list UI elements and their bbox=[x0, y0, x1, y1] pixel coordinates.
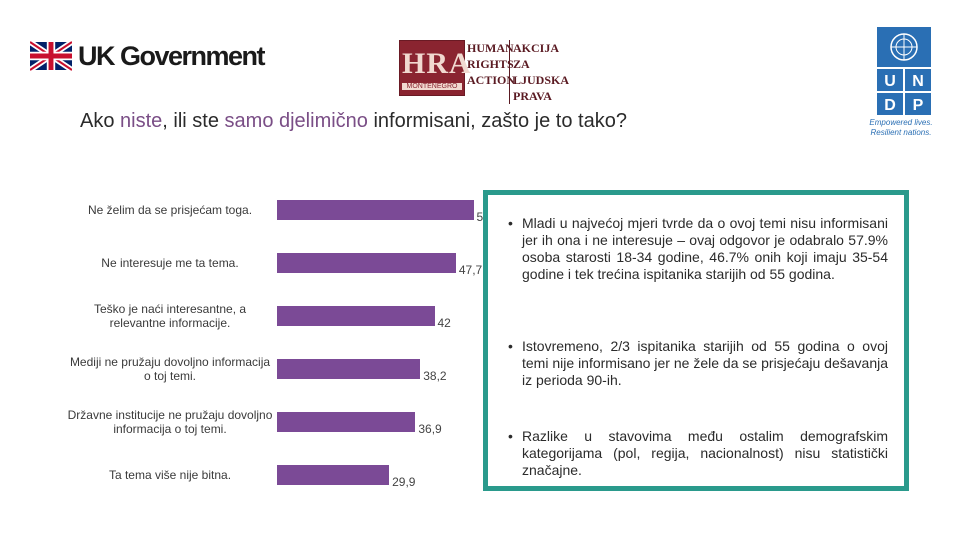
findings-box: Mladi u najvećoj mjeri tvrde da o ovoj t… bbox=[483, 190, 909, 491]
bar bbox=[277, 200, 474, 220]
bar bbox=[277, 253, 456, 273]
hra-logo-letters: HRA bbox=[402, 47, 472, 80]
category-label: Ne želim da se prisjećam toga. bbox=[87, 203, 253, 217]
finding-bullet: Istovremeno, 2/3 ispitanika starijih od … bbox=[508, 338, 888, 389]
bar bbox=[277, 306, 435, 326]
bar bbox=[277, 412, 416, 432]
undp-tagline-line: Empowered lives. bbox=[869, 118, 933, 127]
hra-logo-local: AKCIJA ZA LJUDSKA PRAVA bbox=[509, 40, 569, 104]
category-label: Državne institucije ne pružaju dovoljno … bbox=[67, 408, 273, 436]
undp-logo: U N D P bbox=[873, 27, 935, 115]
category-label: Ne interesuje me ta tema. bbox=[101, 256, 239, 270]
category-label: Teško je naći interesantne, a relevantne… bbox=[93, 302, 247, 330]
value-label: 47,7 bbox=[458, 263, 483, 277]
value-label: 36,9 bbox=[418, 422, 442, 436]
undp-letter: N bbox=[912, 73, 924, 90]
undp-tagline-line: Resilient nations. bbox=[870, 128, 932, 137]
hra-logo-subtitle: MONTENEGRO bbox=[402, 83, 462, 90]
value-label: 29,9 bbox=[392, 475, 416, 489]
hra-logo-word: AKCIJA ZA bbox=[513, 41, 559, 71]
hra-logo-word: RIGHTS bbox=[467, 57, 514, 71]
bar bbox=[277, 359, 421, 379]
title-text: , ili ste bbox=[162, 110, 225, 132]
hra-logo-word: ACTION bbox=[467, 73, 516, 87]
bar-chart: Ne želim da se prisjećam toga.52,4Ne int… bbox=[60, 185, 500, 495]
value-label: 38,2 bbox=[423, 369, 447, 383]
title-text: informisani, zašto je to tako? bbox=[367, 110, 627, 132]
bar bbox=[277, 465, 390, 485]
hra-logo: HRA MONTENEGRO HUMAN RIGHTS ACTION AKCIJ… bbox=[399, 40, 569, 104]
title-highlight: niste bbox=[120, 110, 163, 132]
union-jack-icon bbox=[30, 39, 72, 73]
finding-bullet: Razlike u stavovima među ostalim demogra… bbox=[508, 428, 888, 479]
category-label: Mediji ne pružaju dovoljno informacija o… bbox=[69, 355, 271, 383]
hra-logo-word: LJUDSKA bbox=[513, 73, 570, 87]
undp-letter: P bbox=[913, 97, 924, 114]
hra-logo-english: HUMAN RIGHTS ACTION bbox=[467, 40, 515, 88]
undp-letter: D bbox=[884, 97, 896, 114]
undp-letter: U bbox=[884, 73, 896, 90]
undp-tagline: Empowered lives. Resilient nations. bbox=[860, 118, 942, 138]
undp-emblem-icon: U N D P bbox=[877, 27, 931, 115]
title-text: Ako bbox=[80, 110, 121, 132]
category-label: Ta tema više nije bitna. bbox=[108, 468, 232, 482]
value-label: 42 bbox=[437, 316, 451, 330]
hra-logo-box: HRA MONTENEGRO bbox=[399, 40, 471, 96]
uk-government-logo-text: UK Government bbox=[78, 41, 266, 71]
finding-bullet: Mladi u najvećoj mjeri tvrde da o ovoj t… bbox=[508, 215, 888, 283]
hra-logo-word: HUMAN bbox=[467, 41, 514, 55]
hra-logo-word: PRAVA bbox=[513, 89, 552, 103]
title-highlight: samo djelimično bbox=[224, 110, 368, 132]
page-title: Ako niste, ili ste samo djelimično infor… bbox=[80, 110, 627, 133]
uk-government-logo: UK Government bbox=[30, 38, 266, 78]
